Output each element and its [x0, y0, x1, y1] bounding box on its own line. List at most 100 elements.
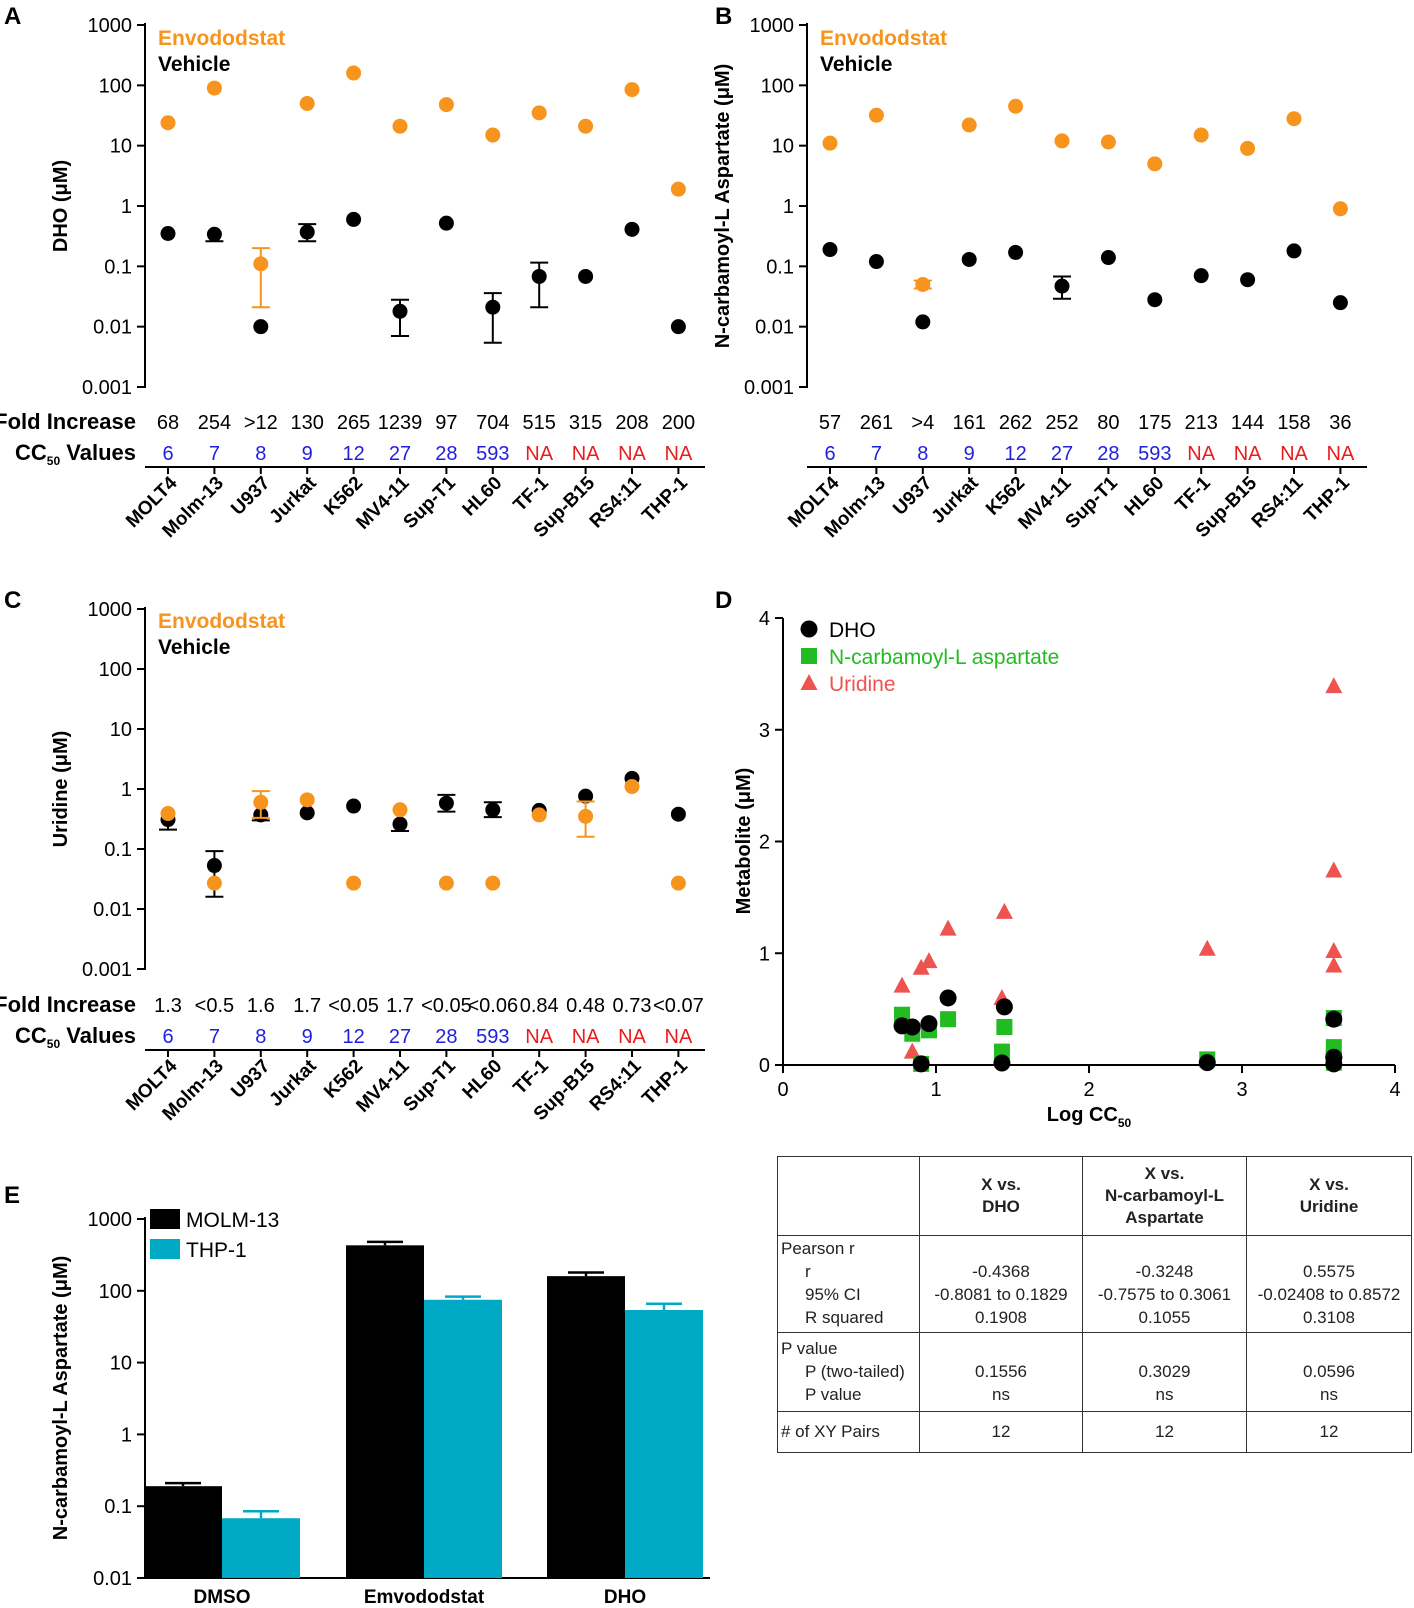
data-point-vehicle	[346, 211, 362, 227]
x-tick-label-D: 3	[1236, 1079, 1247, 1101]
data-point-circle-D	[939, 989, 957, 1007]
legend-envododstat-B: Envododstat	[820, 27, 947, 50]
legend-label-thp1: THP-1	[186, 1239, 247, 1262]
data-point-vehicle	[299, 805, 315, 821]
cc50-value-C: 9	[302, 1026, 313, 1048]
data-point-triangle-D	[1198, 939, 1216, 956]
data-point-vehicle	[206, 226, 222, 242]
cc50-value-C: 7	[209, 1026, 220, 1048]
data-point-vehicle	[670, 806, 686, 822]
cc50-value-C: 593	[476, 1026, 509, 1048]
data-point-envododstat	[253, 256, 269, 272]
y-axis-label-C: Uridine (μM)	[50, 731, 72, 848]
y-tick-label-A: 100	[99, 75, 132, 97]
y-tick-label-B: 1	[783, 196, 794, 218]
bar-molm13	[547, 1276, 625, 1578]
data-point-envododstat	[392, 802, 408, 818]
data-point-circle-D	[1198, 1054, 1216, 1072]
cc50-value-A: 27	[389, 443, 411, 465]
panel-letter-C: C	[4, 587, 21, 614]
category-label-A: Jurkat	[266, 472, 322, 528]
fold-increase-value-B: 261	[860, 412, 893, 434]
pairs-dho: 12	[919, 1411, 1083, 1453]
pvalue-ncarb: 0.3029 ns	[1082, 1332, 1247, 1413]
cc50-value-B: NA	[1327, 443, 1355, 465]
y-tick-label-B: 0.1	[766, 256, 794, 278]
stats-header-row: X vs. DHO X vs. N-carbamoyl-L Aspartate X v…	[777, 1155, 1412, 1237]
data-point-vehicle	[438, 215, 454, 231]
fold-increase-value-C: 1.6	[247, 995, 275, 1017]
data-point-envododstat	[299, 792, 315, 808]
bar-thp1	[424, 1299, 502, 1578]
panel-letter-B: B	[715, 3, 732, 30]
data-point-envododstat	[531, 105, 547, 121]
data-point-envododstat	[392, 118, 408, 134]
fold-increase-value-B: 175	[1138, 412, 1171, 434]
category-label-E: Emvododstat	[364, 1587, 485, 1608]
data-point-envododstat	[1193, 127, 1209, 143]
fold-increase-value-A: 68	[157, 412, 179, 434]
stats-pairs-row: # of XY Pairs 12 12 12	[777, 1411, 1412, 1453]
cc50-value-C: NA	[665, 1026, 693, 1048]
data-point-envododstat	[670, 875, 686, 891]
bar-molm13	[144, 1486, 222, 1578]
y-tick-label-E: 0.1	[104, 1496, 132, 1518]
cc50-value-B: 9	[964, 443, 975, 465]
legend-envododstat-A: Envododstat	[158, 27, 285, 50]
data-point-square-D	[940, 1011, 957, 1028]
stats-header-uridine: X vs. Uridine	[1246, 1155, 1412, 1237]
y-tick-label-A: 0.1	[104, 256, 132, 278]
data-point-vehicle	[346, 798, 362, 814]
data-point-vehicle	[299, 224, 315, 240]
data-point-envododstat	[160, 806, 176, 822]
y-tick-label-D: 1	[759, 943, 770, 965]
bar-thp1	[222, 1518, 300, 1578]
fold-increase-value-A: >12	[244, 412, 278, 434]
fold-increase-value-C: 0.48	[566, 995, 605, 1017]
cc50-value-C: NA	[618, 1026, 646, 1048]
data-point-envododstat	[160, 115, 176, 131]
fold-increase-value-B: 161	[953, 412, 986, 434]
fold-increase-value-C: <0.05	[328, 995, 379, 1017]
fold-increase-value-C: 1.3	[154, 995, 182, 1017]
data-point-circle-D	[993, 1054, 1011, 1072]
data-point-envododstat	[346, 875, 362, 891]
data-point-triangle-D	[995, 902, 1013, 919]
y-tick-label-B: 100	[761, 75, 794, 97]
fold-increase-value-A: 97	[435, 412, 457, 434]
data-point-envododstat	[1332, 201, 1348, 217]
fold-increase-value-A: 704	[476, 412, 509, 434]
data-point-vehicle	[485, 802, 501, 818]
category-label-A: THP-1	[638, 472, 692, 526]
y-tick-label-D: 2	[759, 832, 770, 854]
fold-increase-value-B: 80	[1097, 412, 1119, 434]
data-point-envododstat	[438, 875, 454, 891]
legend-marker-circle-D	[800, 620, 818, 638]
cc50-value-C: 12	[342, 1026, 364, 1048]
fold-increase-value-A: 254	[198, 412, 231, 434]
y-tick-label-C: 1000	[88, 599, 133, 621]
data-point-vehicle	[1147, 292, 1163, 308]
data-point-envododstat	[868, 107, 884, 123]
data-point-vehicle	[822, 242, 838, 258]
y-tick-label-C: 1	[121, 779, 132, 801]
cc50-value-A: NA	[665, 443, 693, 465]
cc50-value-A: 8	[255, 443, 266, 465]
category-label-A: RS4:11	[586, 472, 646, 532]
fold-increase-value-B: 252	[1045, 412, 1078, 434]
fold-increase-value-B: >4	[911, 412, 934, 434]
fold-increase-value-C: 0.84	[520, 995, 559, 1017]
y-tick-label-E: 1	[121, 1424, 132, 1446]
cc50-value-A: 28	[435, 443, 457, 465]
stats-header-empty	[777, 1155, 920, 1237]
legend-envododstat-C: Envododstat	[158, 610, 285, 633]
cc50-value-C: 8	[255, 1026, 266, 1048]
fold-increase-value-A: 200	[662, 412, 695, 434]
data-point-envododstat	[961, 117, 977, 133]
fold-increase-value-C: 1.7	[293, 995, 321, 1017]
y-tick-label-D: 3	[759, 720, 770, 742]
data-point-envododstat	[206, 875, 222, 891]
panel-letter-E: E	[4, 1182, 20, 1209]
pearson-uridine: 0.5575 -0.02408 to 0.8572 0.3108	[1246, 1235, 1412, 1334]
